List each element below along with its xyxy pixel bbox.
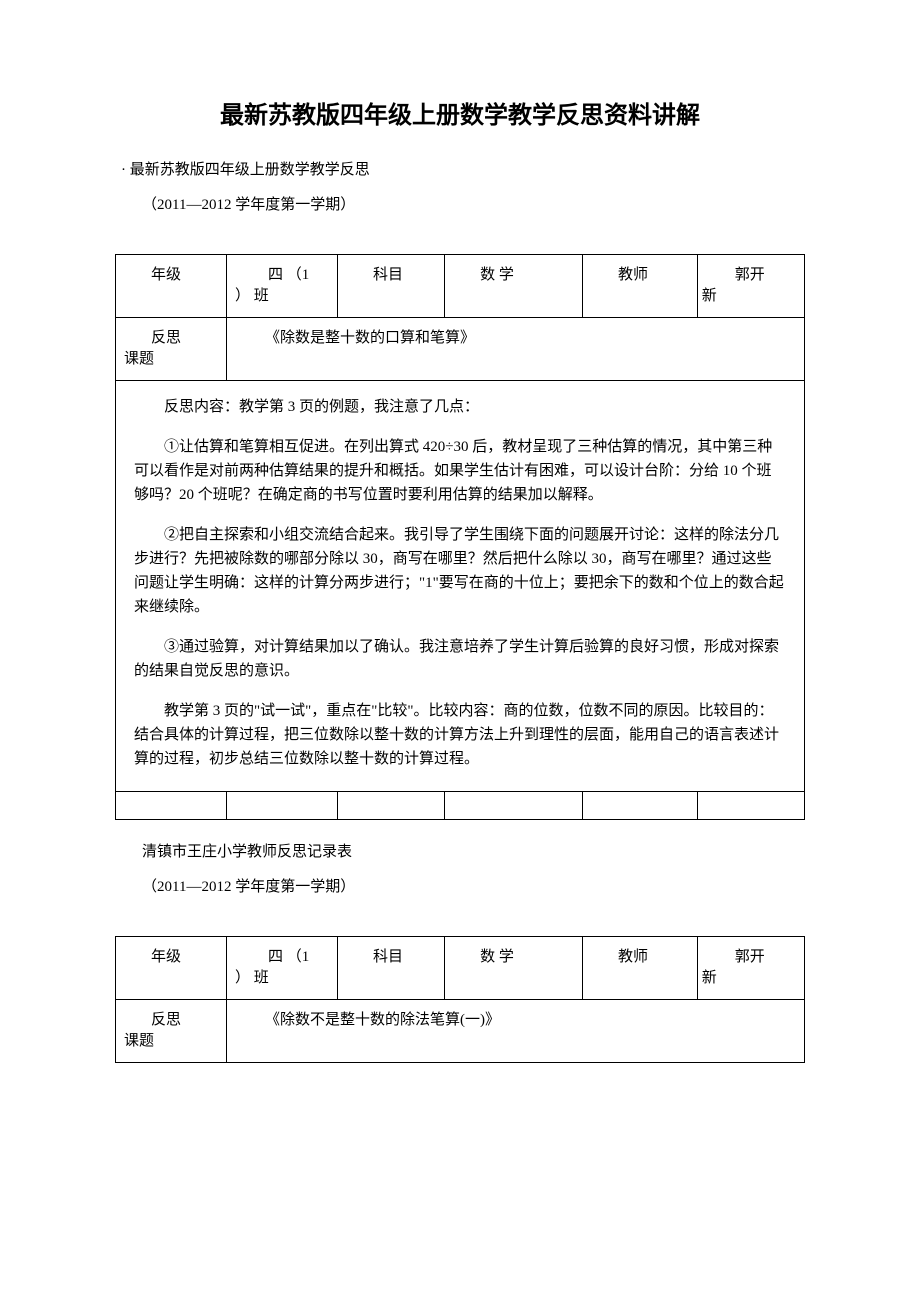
semester-label-2: （2011—2012 学年度第一学期） (115, 875, 805, 896)
teacher-line1: 郭开 (702, 947, 796, 968)
semester-label: （2011—2012 学年度第一学期） (115, 193, 805, 214)
teacher-label: 教师 (582, 255, 697, 318)
table-row: 年级 四 （1 ） 班 科目 数 学 教师 郭开 新 (116, 937, 805, 1000)
lesson-title: 《除数是整十数的口算和笔算》 (226, 318, 804, 381)
teacher-value: 郭开 新 (697, 937, 804, 1000)
subject-value: 数 学 (445, 937, 583, 1000)
teacher-line2: 新 (702, 968, 796, 989)
topic-line2: 课题 (124, 1031, 218, 1052)
table-row: 反思 课题 《除数不是整十数的除法笔算(一)》 (116, 1000, 805, 1063)
empty-cell (226, 792, 337, 820)
topic-label: 反思 课题 (116, 1000, 227, 1063)
topic-label: 反思 课题 (116, 318, 227, 381)
content-p1: 反思内容：教学第 3 页的例题，我注意了几点： (134, 395, 786, 419)
topic-line1: 反思 (124, 1010, 218, 1031)
content-p4: ③通过验算，对计算结果加以了确认。我注意培养了学生计算后验算的良好习惯，形成对探… (134, 635, 786, 683)
subject-label: 科目 (337, 937, 444, 1000)
content-p5: 教学第 3 页的"试一试"，重点在"比较"。比较内容：商的位数，位数不同的原因。… (134, 699, 786, 771)
content-p2: ①让估算和笔算相互促进。在列出算式 420÷30 后，教材呈现了三种估算的情况，… (134, 435, 786, 507)
table-row: 反思内容：教学第 3 页的例题，我注意了几点： ①让估算和笔算相互促进。在列出算… (116, 381, 805, 792)
lesson-title: 《除数不是整十数的除法笔算(一)》 (226, 1000, 804, 1063)
grade-line2: ） 班 (235, 968, 329, 989)
reflection-table-1: 年级 四 （1 ） 班 科目 数 学 教师 郭开 新 反思 课题 《除数是整十数… (115, 254, 805, 820)
empty-cell (582, 792, 697, 820)
empty-cell (697, 792, 804, 820)
grade-line1: 四 （1 (235, 947, 329, 968)
content-p3: ②把自主探索和小组交流结合起来。我引导了学生围绕下面的问题展开讨论：这样的除法分… (134, 523, 786, 619)
table-row (116, 792, 805, 820)
reflection-table-2: 年级 四 （1 ） 班 科目 数 学 教师 郭开 新 反思 课题 《除数不是整十… (115, 936, 805, 1063)
subject-label: 科目 (337, 255, 444, 318)
record-table-caption: 清镇市王庄小学教师反思记录表 (115, 840, 805, 861)
empty-cell (337, 792, 444, 820)
teacher-value: 郭开 新 (697, 255, 804, 318)
empty-cell (116, 792, 227, 820)
teacher-line1: 郭开 (702, 265, 796, 286)
empty-cell (445, 792, 583, 820)
grade-label: 年级 (116, 255, 227, 318)
teacher-line2: 新 (702, 286, 796, 307)
grade-line2: ） 班 (235, 286, 329, 307)
topic-line1: 反思 (124, 328, 218, 349)
subject-value: 数 学 (445, 255, 583, 318)
reflection-content: 反思内容：教学第 3 页的例题，我注意了几点： ①让估算和笔算相互促进。在列出算… (116, 381, 805, 792)
teacher-label: 教师 (582, 937, 697, 1000)
page-title: 最新苏教版四年级上册数学教学反思资料讲解 (115, 95, 805, 130)
topic-line2: 课题 (124, 349, 218, 370)
grade-value: 四 （1 ） 班 (226, 937, 337, 1000)
table-row: 年级 四 （1 ） 班 科目 数 学 教师 郭开 新 (116, 255, 805, 318)
grade-value: 四 （1 ） 班 (226, 255, 337, 318)
grade-line1: 四 （1 (235, 265, 329, 286)
page-subtitle: · 最新苏教版四年级上册数学教学反思 (115, 158, 805, 179)
table-row: 反思 课题 《除数是整十数的口算和笔算》 (116, 318, 805, 381)
grade-label: 年级 (116, 937, 227, 1000)
